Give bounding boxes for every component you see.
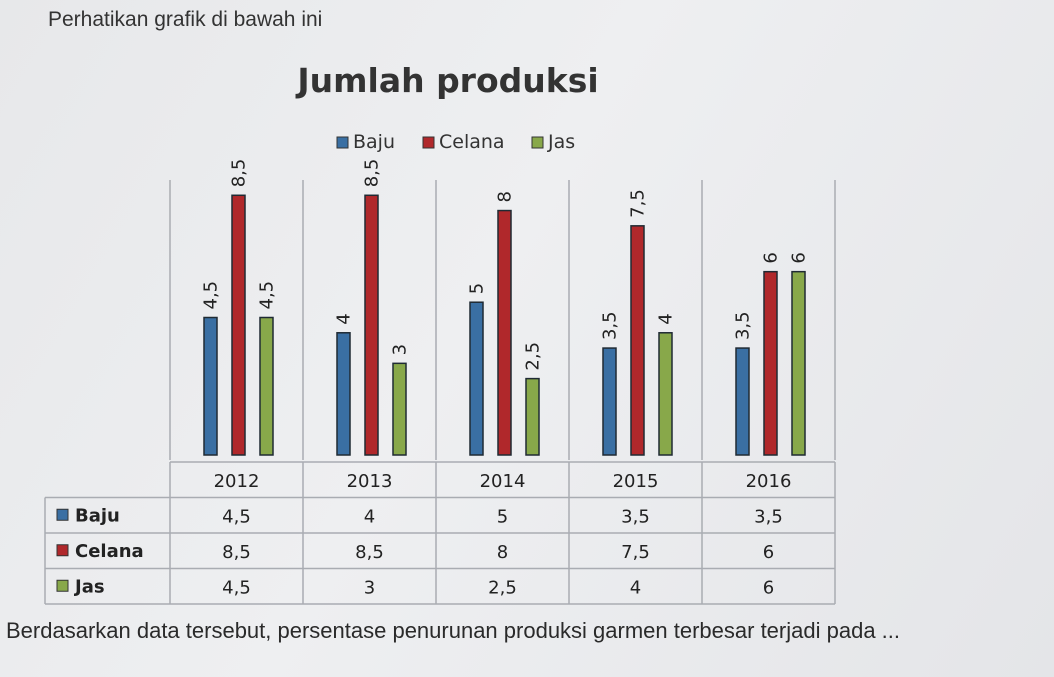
table-cell-jas-2014: 2,5 bbox=[488, 577, 517, 598]
bar-celana-2014 bbox=[497, 209, 512, 456]
bar-celana-2016 bbox=[763, 270, 778, 456]
chart-legend: Baju Celana Jas bbox=[336, 131, 575, 153]
data-label-celana-2013: 8,5 bbox=[362, 159, 383, 188]
legend-swatch-jas bbox=[531, 136, 544, 149]
table-cell-jas-2013: 3 bbox=[364, 577, 375, 598]
category-label-2012: 2012 bbox=[214, 471, 260, 492]
data-label-celana-2014: 8 bbox=[495, 191, 516, 202]
legend-swatch-baju bbox=[336, 136, 349, 149]
data-label-baju-2016: 3,5 bbox=[733, 311, 754, 340]
data-label-baju-2014: 5 bbox=[467, 283, 488, 294]
table-cell-celana-2013: 8,5 bbox=[355, 542, 384, 563]
bar-baju-2014 bbox=[469, 301, 484, 456]
bar-baju-2012 bbox=[203, 316, 218, 456]
legend-label-baju: Baju bbox=[353, 131, 395, 153]
bar-jas-2012 bbox=[259, 316, 274, 456]
bar-celana-2015 bbox=[630, 225, 645, 456]
table-cell-celana-2012: 8,5 bbox=[222, 542, 251, 563]
question-text: Perhatikan grafik di bawah ini bbox=[48, 8, 323, 31]
table-cell-baju-2016: 3,5 bbox=[754, 506, 783, 527]
table-cell-celana-2014: 8 bbox=[497, 542, 508, 563]
data-table: 2012 2013 2014 2015 2016 Baju 4,5 4 5 3,5 3,5 Celan… bbox=[44, 461, 836, 605]
data-label-baju-2012: 4,5 bbox=[201, 281, 222, 310]
data-label-jas-2014: 2,5 bbox=[523, 342, 544, 371]
bar-baju-2016 bbox=[735, 347, 750, 456]
bar-baju-2015 bbox=[602, 347, 617, 456]
legend-swatch-celana bbox=[422, 136, 435, 149]
legend-label-celana: Celana bbox=[439, 131, 505, 153]
table-cell-jas-2012: 4,5 bbox=[222, 577, 251, 598]
category-label-2014: 2014 bbox=[480, 471, 526, 492]
data-label-baju-2013: 4 bbox=[334, 313, 355, 324]
bar-jas-2016 bbox=[791, 270, 806, 456]
table-cell-baju-2013: 4 bbox=[364, 506, 375, 527]
bar-jas-2015 bbox=[658, 332, 673, 456]
category-dividers bbox=[169, 180, 836, 460]
data-label-baju-2015: 3,5 bbox=[600, 311, 621, 340]
legend-label-jas: Jas bbox=[547, 131, 575, 153]
bar-series bbox=[203, 194, 806, 456]
chart-title: Jumlah produksi bbox=[295, 61, 598, 100]
table-cell-celana-2016: 6 bbox=[763, 542, 774, 563]
data-label-jas-2013: 3 bbox=[390, 344, 411, 355]
data-label-celana-2016: 6 bbox=[761, 252, 782, 263]
table-row-label-celana: Celana bbox=[75, 541, 144, 562]
answer-prompt: Berdasarkan data tersebut, persentase pe… bbox=[6, 618, 900, 643]
table-cell-baju-2015: 3,5 bbox=[621, 506, 650, 527]
category-label-2013: 2013 bbox=[347, 471, 393, 492]
bar-celana-2013 bbox=[364, 194, 379, 456]
bar-jas-2014 bbox=[525, 377, 540, 456]
bar-baju-2013 bbox=[336, 332, 351, 456]
table-swatch-baju bbox=[56, 508, 69, 521]
data-label-jas-2012: 4,5 bbox=[257, 281, 278, 310]
data-label-celana-2015: 7,5 bbox=[628, 189, 649, 218]
table-row-label-jas: Jas bbox=[73, 576, 105, 597]
bar-jas-2013 bbox=[392, 362, 407, 456]
data-labels: 4,5 8,5 4,5 4 8,5 3 5 8 2,5 3,5 7,5 4 3,5 6 6 bbox=[201, 159, 810, 371]
data-label-celana-2012: 8,5 bbox=[229, 159, 250, 188]
bar-celana-2012 bbox=[231, 194, 246, 456]
category-label-2016: 2016 bbox=[746, 471, 792, 492]
production-bar-chart: Jumlah produksi Baju Celana Jas 4,58,54,54… bbox=[44, 61, 836, 605]
data-label-jas-2016: 6 bbox=[789, 252, 810, 263]
data-label-jas-2015: 4 bbox=[656, 313, 677, 324]
table-cell-baju-2014: 5 bbox=[497, 506, 508, 527]
table-swatch-jas bbox=[56, 579, 69, 592]
table-cell-jas-2015: 4 bbox=[630, 577, 641, 598]
table-row-label-baju: Baju bbox=[75, 505, 120, 526]
table-cell-baju-2012: 4,5 bbox=[222, 506, 251, 527]
table-cell-celana-2015: 7,5 bbox=[621, 542, 650, 563]
table-swatch-celana bbox=[56, 544, 69, 557]
category-label-2015: 2015 bbox=[613, 471, 659, 492]
table-cell-jas-2016: 6 bbox=[763, 577, 774, 598]
